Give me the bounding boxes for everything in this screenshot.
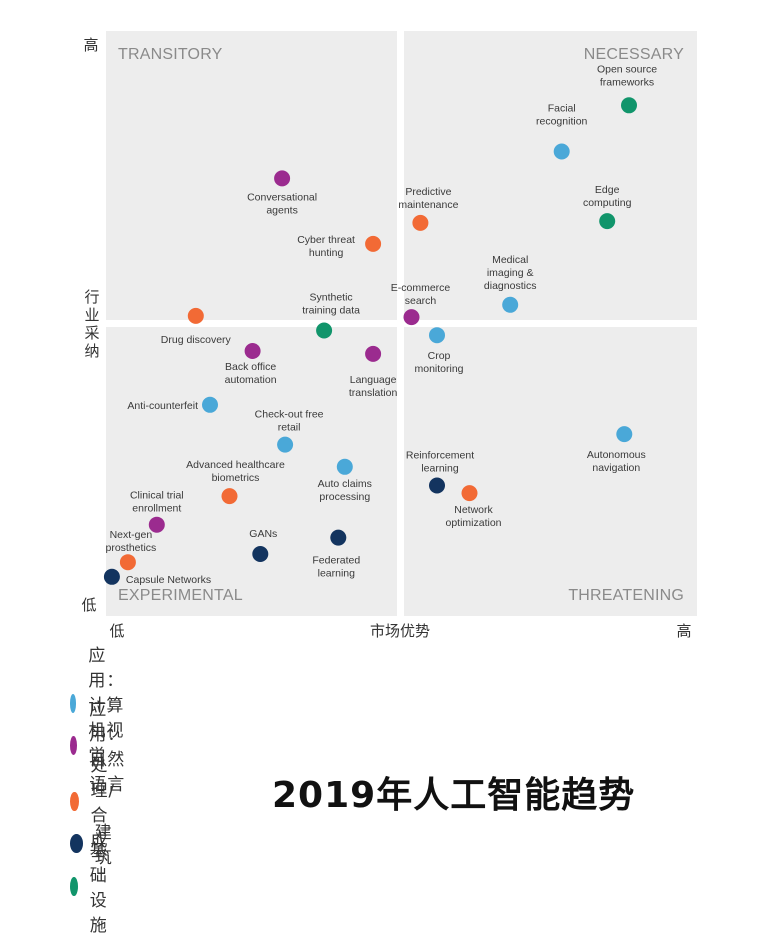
point-check-out-free-retail [277, 436, 294, 453]
point-label-reinforcement-learning: Reinforcement learning [406, 450, 474, 475]
point-anti-counterfeit [202, 396, 218, 413]
point-label-advanced-healthcare-biometrics: Advanced healthcare biometrics [186, 459, 285, 484]
point-language-translation [365, 345, 382, 362]
point-label-edge-computing: Edge computing [583, 184, 632, 209]
point-capsule-networks [103, 568, 120, 585]
point-label-drug-discovery: Drug discovery [161, 334, 232, 346]
quadrant-label-transitory: TRANSITORY [118, 46, 223, 63]
point-label-open-source-frameworks: Open source frameworks [597, 63, 657, 88]
point-label-network-optimization: Network optimization [445, 504, 501, 529]
legend-marker-infrastructure [70, 876, 78, 896]
point-label-facial-recognition: Facial recognition [536, 103, 588, 128]
point-label-medical-imaging-diagnostics: Medical imaging & diagnostics [484, 254, 537, 292]
quadrant-label-necessary: NECESSARY [584, 46, 684, 63]
point-label-clinical-trial-enrollment: Clinical trial enrollment [130, 490, 184, 515]
point-federated-learning [330, 529, 347, 546]
y-axis-title: 行业采纳 [84, 288, 99, 360]
point-facial-recognition [553, 143, 570, 160]
point-autonomous-navigation [616, 426, 633, 443]
point-crop-monitoring [429, 327, 445, 344]
point-gans [252, 546, 269, 562]
point-label-back-office-automation: Back office automation [225, 361, 277, 386]
point-label-autonomous-navigation: Autonomous navigation [587, 449, 646, 474]
legend-label-vision: 应用：计算机视觉 [88, 645, 125, 766]
point-drug-discovery [187, 307, 204, 324]
legend-item-processing: 处理/合成 [70, 756, 126, 851]
point-conversational-agents [274, 170, 291, 187]
point-label-federated-learning: Federated learning [312, 555, 360, 580]
point-label-next-gen-prosthetics: Next-gen prosthetics [106, 529, 157, 554]
point-cyber-threat-hunting [365, 235, 382, 252]
scatter-chart: TRANSITORY NECESSARY EXPERIMENTAL THREAT… [81, 31, 697, 640]
point-label-language-translation: Language translation [349, 374, 398, 399]
x-axis-low-label: 低 [109, 622, 124, 640]
point-advanced-healthcare-biometrics [221, 488, 238, 505]
x-axis-high-label: 高 [676, 622, 691, 640]
point-label-gans: GANs [249, 528, 277, 540]
y-axis-low-label: 低 [81, 596, 96, 614]
point-label-cyber-threat-hunting: Cyber threat hunting [297, 234, 355, 259]
point-label-check-out-free-retail: Check-out free retail [255, 409, 324, 434]
point-label-anti-counterfeit: Anti-counterfeit [127, 400, 198, 412]
quadrant-label-threatening: THREATENING [568, 587, 684, 604]
point-label-conversational-agents: Conversational agents [247, 191, 317, 216]
point-medical-imaging-diagnostics [502, 296, 519, 313]
point-label-auto-claims-processing: Auto claims processing [318, 478, 372, 503]
point-clinical-trial-enrollment [148, 516, 165, 533]
legend-label-language: 应用：自然语言 [89, 700, 126, 795]
legend-label-architecture: 建筑 [94, 823, 113, 868]
point-auto-claims-processing [336, 458, 353, 475]
point-edge-computing [599, 213, 616, 230]
point-label-e-commerce-search: E-commerce search [391, 282, 451, 307]
legend-marker-vision [70, 693, 77, 713]
chart-title: 2019年人工智能趋势 [272, 775, 636, 816]
point-next-gen-prosthetics [119, 554, 136, 571]
legend-marker-architecture [70, 833, 83, 853]
legend-marker-processing [70, 791, 79, 811]
legend-marker-language [70, 735, 78, 755]
point-label-crop-monitoring: Crop monitoring [414, 350, 463, 375]
point-predictive-maintenance [412, 214, 429, 231]
quadrant-label-experimental: EXPERIMENTAL [118, 587, 243, 604]
legend-label-infrastructure: 基础设施 [89, 841, 108, 936]
legend-item-infrastructure: 基础设施 [70, 841, 119, 936]
point-label-capsule-networks: Capsule Networks [126, 574, 211, 586]
x-axis-title: 市场优势 [370, 622, 430, 640]
point-e-commerce-search [403, 309, 420, 326]
quadrant-top-right [404, 31, 697, 320]
point-reinforcement-learning [429, 477, 445, 494]
legend-label-processing: 处理/合成 [90, 756, 116, 851]
y-axis-high-label: 高 [83, 36, 98, 54]
legend-item-architecture: 建筑 [70, 823, 119, 868]
data-points: Facial recognition Medical imaging & diagnos… [103, 63, 657, 586]
point-open-source-frameworks [621, 97, 637, 114]
point-network-optimization [461, 485, 478, 502]
point-label-synthetic-training-data: Synthetic training data [302, 292, 360, 317]
quadrant-top-left [106, 31, 397, 320]
legend-item-vision: 应用：计算机视觉 [70, 646, 137, 766]
quadrant-bottom-right [404, 327, 697, 616]
point-synthetic-training-data [316, 322, 333, 339]
point-label-predictive-maintenance: Predictive maintenance [398, 186, 458, 211]
point-back-office-automation [244, 343, 261, 359]
legend-item-language: 应用：自然语言 [70, 700, 137, 795]
